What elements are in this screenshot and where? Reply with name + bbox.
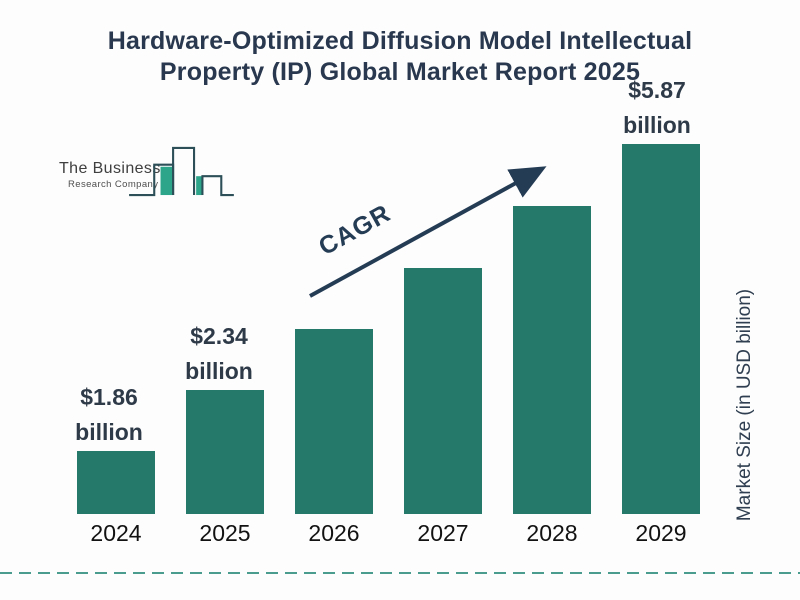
value-label-2029-amount: $5.87 [628, 77, 686, 103]
value-label-2025-unit: billion [185, 358, 253, 384]
x-tick-2024: 2024 [90, 520, 142, 546]
value-label-2024-amount: $1.86 [80, 384, 138, 410]
page-title-line-1: Hardware-Optimized Diffusion Model Intel… [107, 27, 693, 55]
bar-2027 [404, 268, 482, 514]
x-tick-2028: 2028 [526, 520, 578, 546]
x-tick-2025: 2025 [199, 520, 251, 546]
logo-company-name: The Business [59, 160, 161, 177]
value-label-2025: $2.34 billion [159, 319, 279, 389]
value-label-2029-unit: billion [623, 112, 691, 138]
value-label-2024: $1.86 billion [49, 380, 169, 450]
logo-company-subname: Research Company [68, 179, 159, 190]
cagr-label: CAGR [314, 199, 396, 262]
value-label-2024-unit: billion [75, 419, 143, 445]
bar-2028 [513, 206, 591, 514]
value-label-2025-amount: $2.34 [190, 323, 248, 349]
y-axis-label: Market Size (in USD billion) [734, 288, 755, 522]
x-tick-2027: 2027 [417, 520, 469, 546]
bar-2024 [77, 451, 155, 514]
bar-2029 [622, 144, 700, 514]
company-logo: The Business Research Company [45, 142, 240, 202]
page-title: Hardware-Optimized Diffusion Model Intel… [0, 26, 800, 88]
bar-2026 [295, 329, 373, 514]
logo-bar-chart-icon [127, 144, 237, 205]
page-title-line-2: Property (IP) Global Market Report 2025 [159, 58, 641, 86]
bar-2025 [186, 390, 264, 514]
value-label-2029: $5.87 billion [597, 73, 717, 143]
x-tick-2026: 2026 [308, 520, 360, 546]
x-tick-2029: 2029 [635, 520, 687, 546]
bottom-dashed-divider [0, 572, 800, 574]
